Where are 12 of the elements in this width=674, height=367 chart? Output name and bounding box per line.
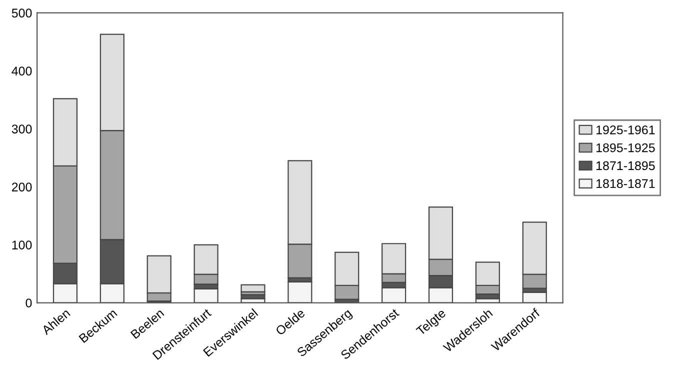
legend-label: 1871-1895 — [596, 161, 655, 170]
legend-label: 1925-1961 — [596, 125, 655, 134]
y-tick-label: 300 — [12, 124, 32, 134]
legend-label: 1818-1871 — [596, 179, 655, 188]
bar — [288, 281, 312, 303]
legend-label: 1895-1925 — [596, 143, 655, 152]
y-tick-label: 400 — [12, 66, 32, 76]
y-tick-label: 100 — [12, 240, 32, 250]
bar — [240, 284, 266, 292]
y-tick-label: 200 — [12, 182, 32, 192]
y-tick-label: 0 — [26, 298, 32, 308]
y-tick-label: 500 — [12, 8, 32, 18]
